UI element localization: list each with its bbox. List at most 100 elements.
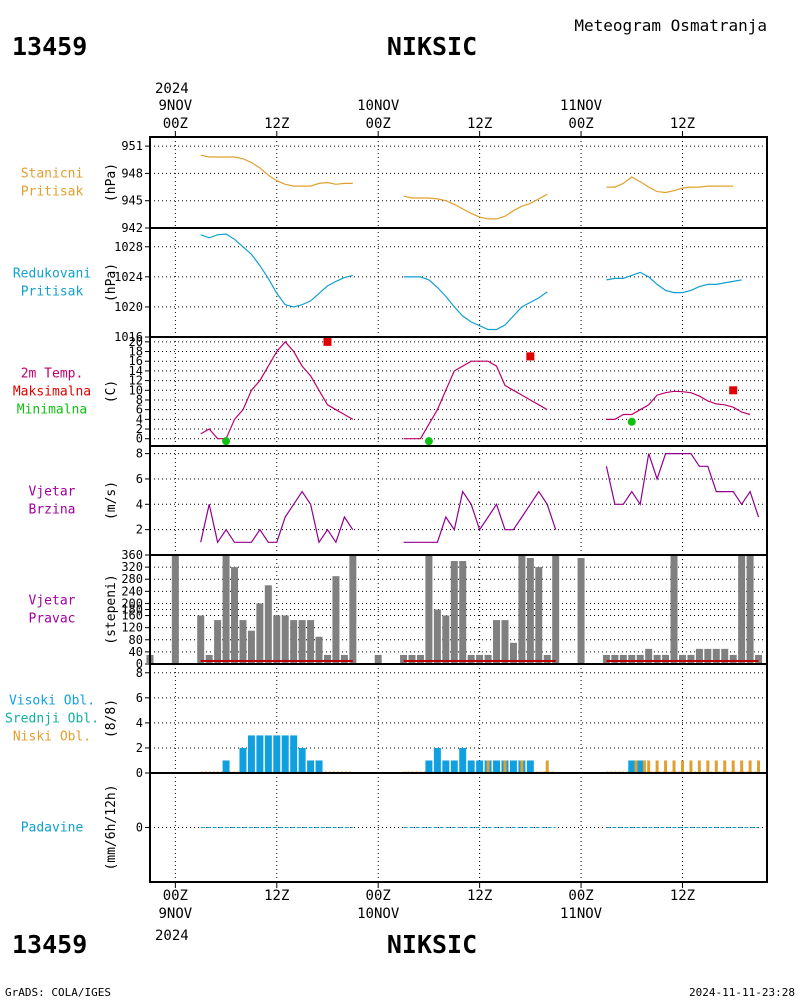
precip-ytick-label: 0 xyxy=(136,821,143,835)
wind-dir-bar xyxy=(467,654,475,664)
reduced_pressure-ytick-label: 1024 xyxy=(114,270,143,284)
temperature-ytick-label: 0 xyxy=(136,432,143,446)
date-label-bottom: 10NOV xyxy=(357,906,400,922)
wind-dir-bar xyxy=(509,642,517,664)
wind_speed-series-line xyxy=(605,453,760,518)
wind-dir-bar xyxy=(256,603,264,664)
wind-dir-bar xyxy=(518,555,526,664)
wind_speed-ytick-label: 4 xyxy=(136,497,143,511)
wind_dir-label: Vjetar xyxy=(29,594,76,609)
temperature-label: 2m Temp. xyxy=(21,367,84,382)
wind-dir-bar xyxy=(433,609,441,664)
wind-dir-bar xyxy=(678,654,686,664)
wind-dir-bar xyxy=(645,648,653,664)
wind_dir-ytick-label: 320 xyxy=(121,560,143,574)
footer-station-code: 13459 xyxy=(12,930,87,959)
low-cloud-bar xyxy=(680,760,684,773)
high-cloud-bar xyxy=(526,760,534,773)
wind-dir-bar xyxy=(315,636,323,664)
high-cloud-bar xyxy=(239,747,247,773)
wind-dir-bar xyxy=(653,654,661,664)
high-cloud-bar xyxy=(298,747,306,773)
precip-unit: (mm/6h/12h) xyxy=(104,784,119,870)
wind-dir-bar xyxy=(273,615,281,664)
wind-dir-bar xyxy=(543,654,551,664)
station_pressure-ytick-label: 945 xyxy=(121,194,143,208)
low-cloud-bar xyxy=(672,760,676,773)
wind-dir-bar xyxy=(171,555,179,664)
high-cloud-bar xyxy=(281,735,289,773)
clouds-label: Srednji Obl. xyxy=(5,712,99,727)
station-name: NIKSIC xyxy=(387,32,477,61)
wind-dir-bar xyxy=(738,555,746,664)
reduced_pressure-label: Redukovani xyxy=(13,267,91,282)
high-cloud-bar xyxy=(628,760,636,773)
tmax-marker xyxy=(729,386,738,395)
low-cloud-bar xyxy=(520,760,524,773)
wind-dir-bar xyxy=(349,555,357,664)
low-cloud-bar xyxy=(634,760,638,773)
wind-dir-bar xyxy=(611,654,619,664)
time-label-top: 00Z xyxy=(366,116,391,132)
wind-dir-bar xyxy=(484,654,492,664)
reduced_pressure-series-line xyxy=(403,276,548,331)
wind_speed-label: Vjetar xyxy=(29,485,76,500)
station-code: 13459 xyxy=(12,32,87,61)
wind-dir-bar xyxy=(493,620,501,664)
wind-dir-bar xyxy=(535,567,543,664)
high-cloud-bar xyxy=(264,735,272,773)
high-cloud-bar xyxy=(450,760,458,773)
high-cloud-bar xyxy=(476,760,484,773)
low-cloud-bar xyxy=(757,760,761,773)
wind-dir-bar xyxy=(670,555,678,664)
temperature-ytick-label: 18 xyxy=(129,345,143,359)
date-label-bottom: 11NOV xyxy=(560,906,603,922)
high-cloud-bar xyxy=(636,760,644,773)
time-label-bottom: 00Z xyxy=(163,888,188,904)
wind-dir-bar xyxy=(416,654,424,664)
temperature-series-line xyxy=(403,360,548,440)
station_pressure-ytick-label: 942 xyxy=(121,221,143,235)
reduced_pressure-series-line xyxy=(606,271,742,294)
time-label-bottom: 12Z xyxy=(467,888,492,904)
wind-dir-bar xyxy=(602,654,610,664)
product-title: Meteogram Osmatranja xyxy=(574,16,767,35)
grads-credit: GrADS: COLA/IGES xyxy=(5,986,111,999)
wind-dir-bar xyxy=(197,615,205,664)
wind-dir-bar xyxy=(442,615,450,664)
low-cloud-bar xyxy=(655,760,659,773)
station_pressure-label: Pritisak xyxy=(21,185,84,200)
clouds-unit: (8/8) xyxy=(104,699,119,738)
temperature-series-line xyxy=(606,390,751,420)
high-cloud-bar xyxy=(222,760,230,773)
wind-dir-bar xyxy=(619,654,627,664)
wind-dir-bar xyxy=(323,654,331,664)
wind-dir-bar xyxy=(264,585,272,664)
wind-dir-bar xyxy=(729,654,737,664)
time-label-bottom: 12Z xyxy=(670,888,695,904)
temperature-ytick-label: 8 xyxy=(136,393,143,407)
low-cloud-bar xyxy=(748,760,752,773)
temperature-ytick-label: 6 xyxy=(136,403,143,417)
wind_speed-series-line xyxy=(200,490,354,544)
wind_speed-frame xyxy=(149,445,768,556)
station_pressure-series-line xyxy=(200,154,353,187)
time-label-top: 12Z xyxy=(467,116,492,132)
wind_dir-ytick-label: 200 xyxy=(121,596,143,610)
low-cloud-bar xyxy=(647,760,651,773)
footer-station-name: NIKSIC xyxy=(387,930,477,959)
high-cloud-bar xyxy=(307,760,315,773)
date-label-bottom: 9NOV xyxy=(158,906,192,922)
wind-dir-bar xyxy=(340,654,348,664)
time-label-bottom: 00Z xyxy=(568,888,593,904)
wind_dir-ytick-label: 80 xyxy=(129,633,143,647)
wind-dir-bar xyxy=(712,648,720,664)
precip-label: Padavine xyxy=(21,821,84,836)
low-cloud-bar xyxy=(503,760,507,773)
reduced_pressure-label: Pritisak xyxy=(21,285,84,300)
reduced_pressure-frame xyxy=(149,227,768,338)
wind-dir-bar xyxy=(374,654,382,664)
wind_dir-ytick-label: 0 xyxy=(136,657,143,671)
reduced_pressure-ytick-label: 1016 xyxy=(114,330,143,344)
